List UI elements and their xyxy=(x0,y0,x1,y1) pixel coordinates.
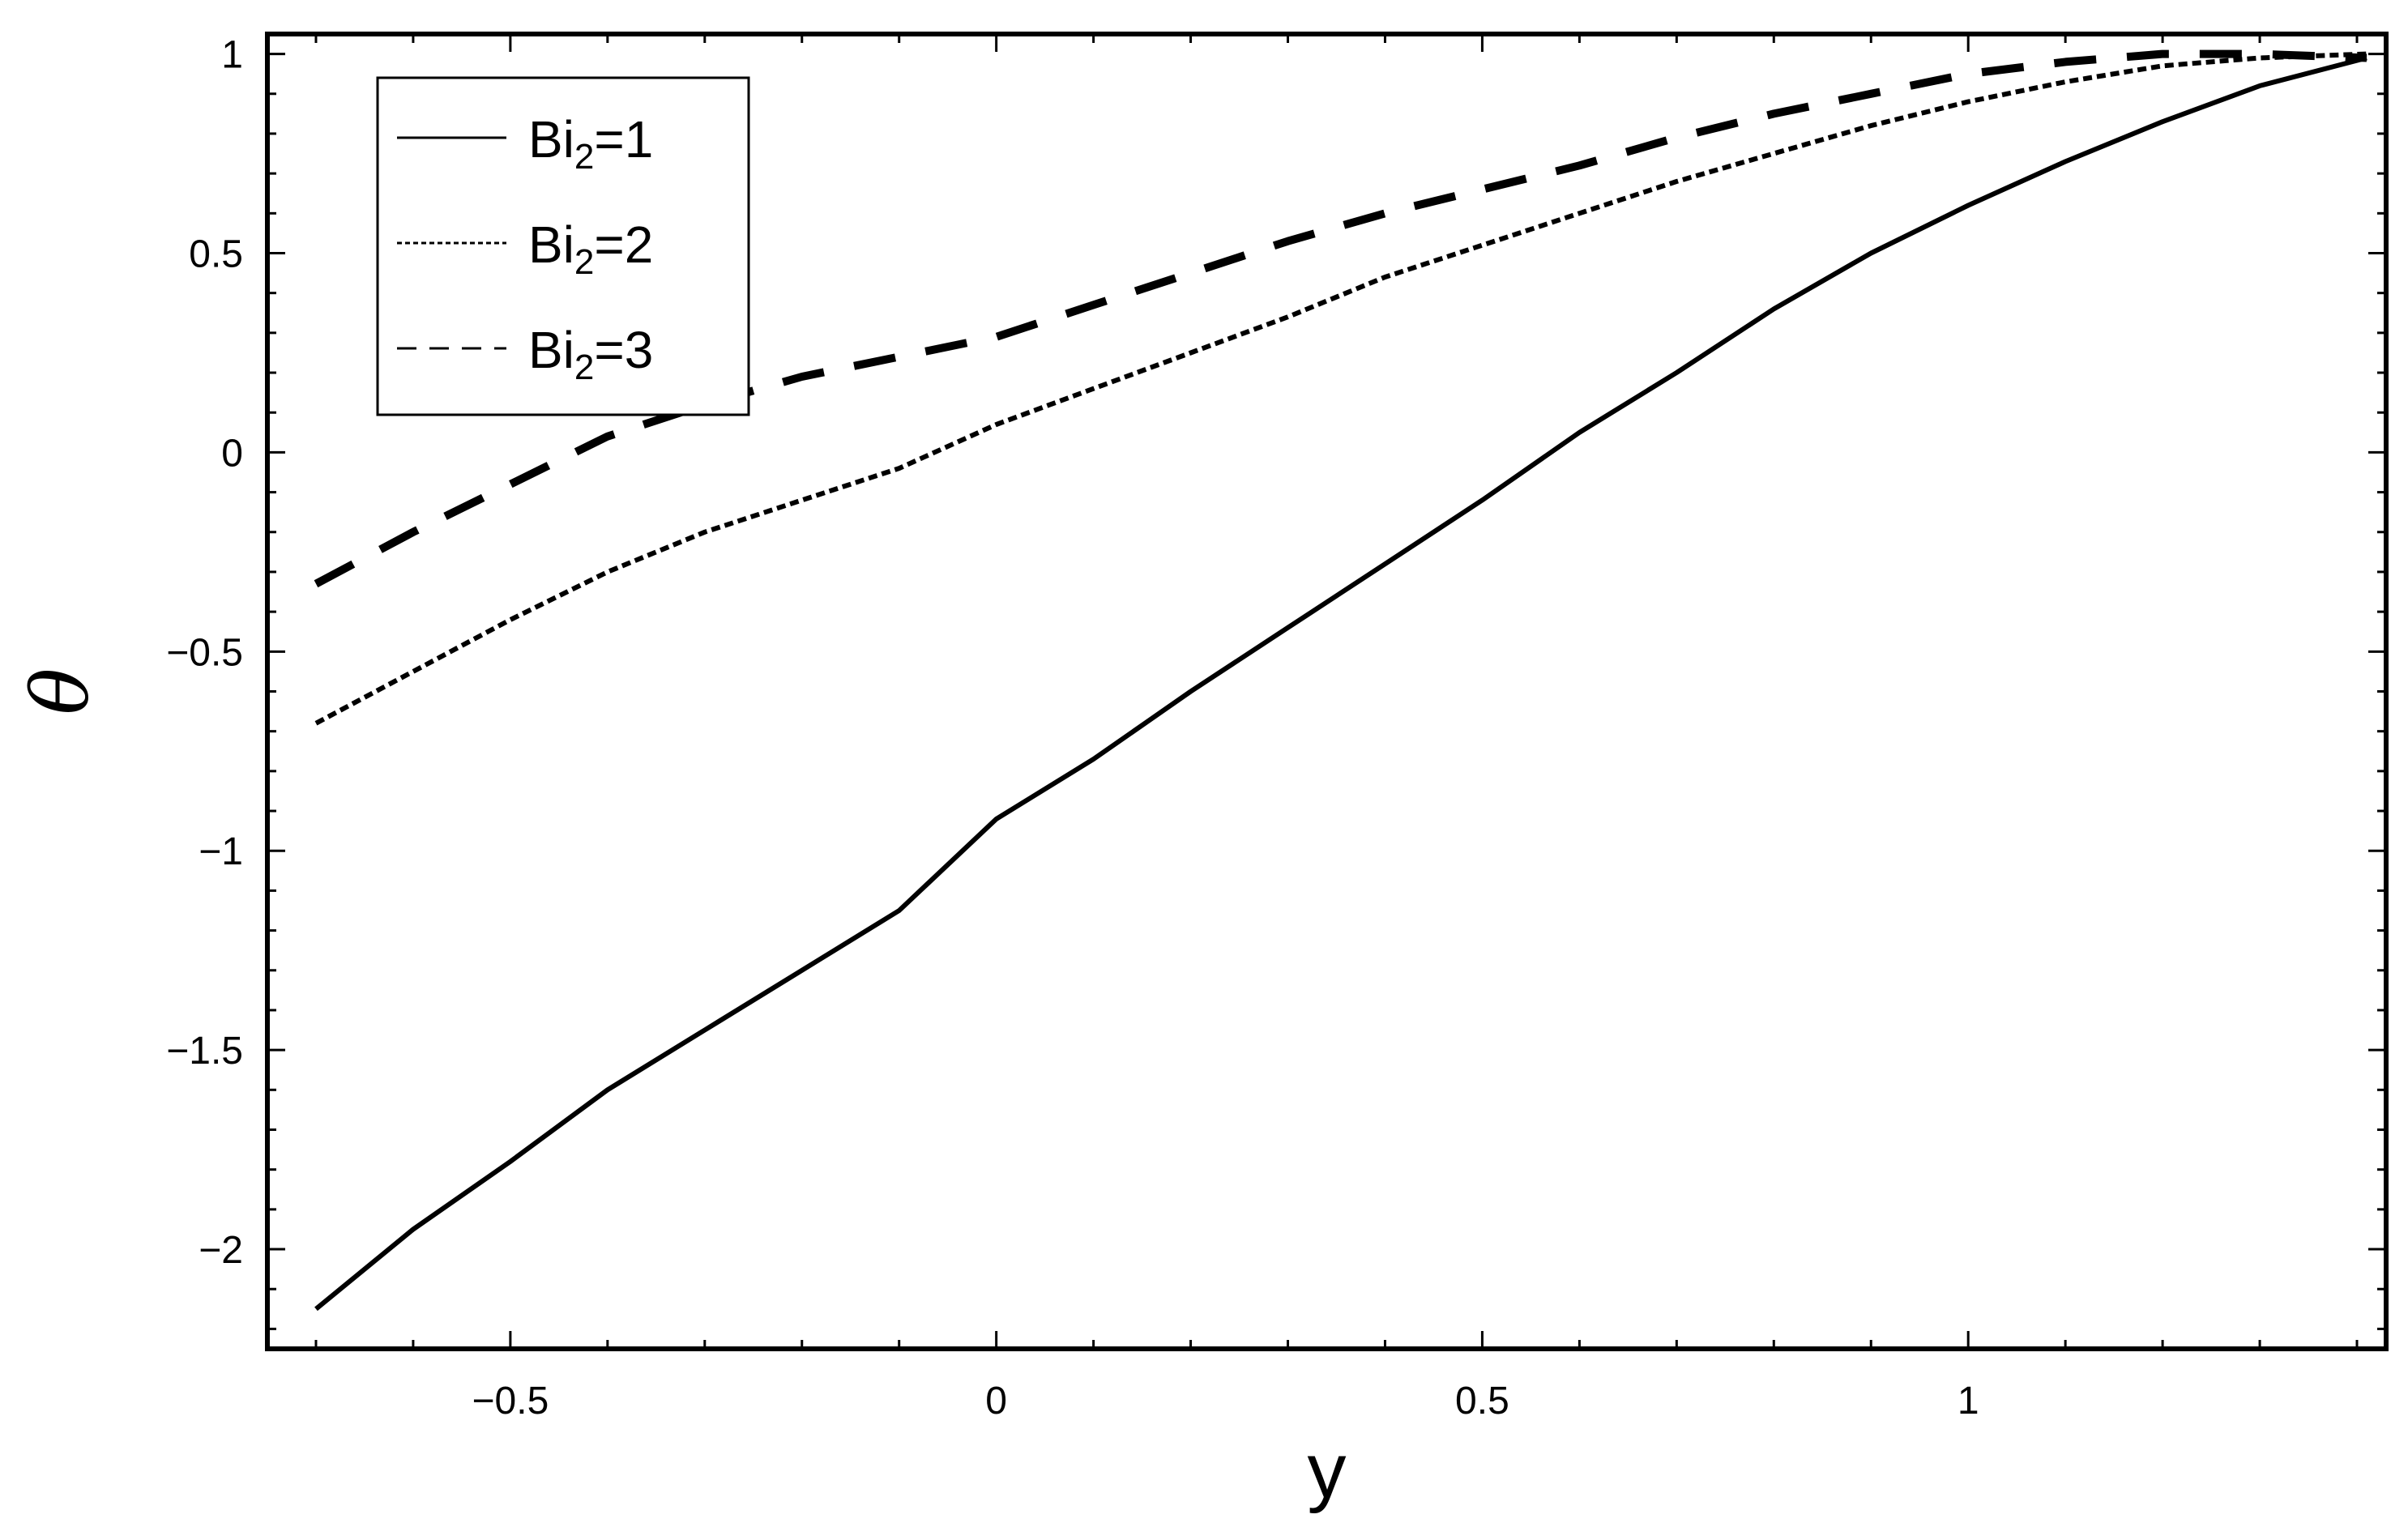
y-tick-label: −1 xyxy=(199,830,243,873)
series-line-2 xyxy=(314,51,2367,726)
y-tick-label: 0.5 xyxy=(189,233,243,276)
y-tick-label: 0 xyxy=(221,432,243,475)
x-tick-label: 0 xyxy=(985,1380,1007,1423)
x-tick-label: 1 xyxy=(1958,1380,1979,1423)
legend-label-1: Bi2=1 xyxy=(528,110,653,177)
x-tick-label: −0.5 xyxy=(472,1380,549,1423)
y-tick-label: −0.5 xyxy=(166,631,243,674)
legend-label-3: Bi2=3 xyxy=(528,321,653,387)
legend-label-2: Bi2=2 xyxy=(528,215,653,282)
plot-frame xyxy=(265,32,2389,1351)
y-tick-label: −1.5 xyxy=(166,1030,243,1073)
legend: Bi2=1 Bi2=2 Bi2=3 xyxy=(376,76,750,416)
series-line-1 xyxy=(314,55,2367,1312)
y-axis-title: θ xyxy=(15,668,106,715)
tick-labels: −0.5 0 0.5 1 −2 −1.5 −1 −0.5 0 0.5 1 xyxy=(166,34,1979,1423)
plot-lines xyxy=(314,49,2367,1312)
y-tick-label: −2 xyxy=(199,1229,243,1272)
x-tick-label: 0.5 xyxy=(1455,1380,1509,1423)
x-axis-title: y xyxy=(1308,1427,1347,1514)
series-line-3 xyxy=(314,49,2367,588)
legend-box xyxy=(376,76,750,416)
y-tick-label: 1 xyxy=(221,34,243,77)
